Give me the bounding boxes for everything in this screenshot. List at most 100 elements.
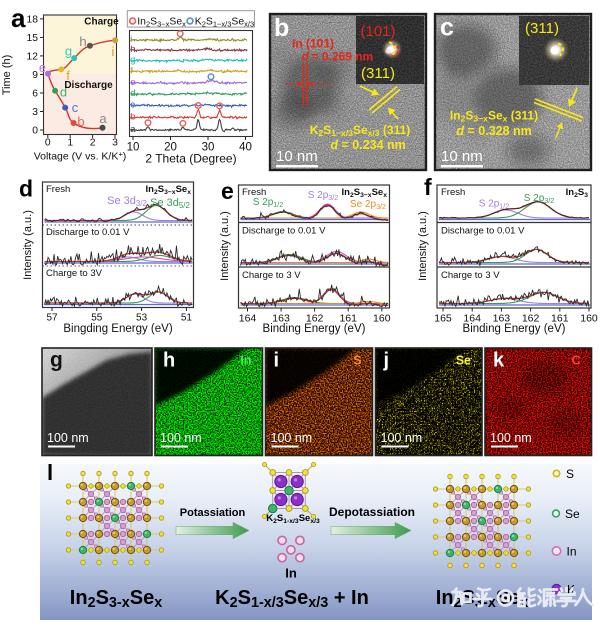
- svg-text:Voltage (V vs. K/K+): Voltage (V vs. K/K+): [34, 150, 127, 163]
- svg-text:Discharge: Discharge: [64, 80, 113, 91]
- svg-text:S: S: [566, 467, 574, 481]
- svg-text:S 2p1/2: S 2p1/2: [253, 197, 284, 209]
- svg-text:100 nm: 100 nm: [160, 431, 202, 445]
- svg-text:6: 6: [32, 89, 38, 100]
- svg-text:g: g: [130, 55, 135, 66]
- svg-text:d: d: [60, 85, 67, 100]
- svg-text:Discharge to 0.01 V: Discharge to 0.01 V: [242, 226, 326, 237]
- svg-text:In2S3−xSex (311): In2S3−xSex (311): [450, 109, 538, 124]
- svg-text:k: k: [493, 350, 505, 372]
- svg-text:15: 15: [27, 33, 39, 44]
- svg-text:e: e: [221, 178, 234, 204]
- svg-text:53: 53: [136, 313, 148, 324]
- svg-text:e: e: [39, 60, 46, 75]
- svg-text:Depotassiation: Depotassiation: [329, 505, 415, 519]
- svg-text:= 0.269 nm: = 0.269 nm: [312, 50, 374, 64]
- svg-text:f: f: [424, 174, 432, 200]
- svg-text:K2S1-x/3Sex/3 + In: K2S1-x/3Sex/3 + In: [215, 587, 369, 611]
- svg-text:= 0.328 nm: = 0.328 nm: [468, 124, 532, 138]
- svg-text:In2S3−xSex: In2S3−xSex: [341, 187, 387, 199]
- svg-text:163: 163: [493, 313, 511, 325]
- svg-text:K2S1−x/3Sex/3 (311): K2S1−x/3Sex/3 (311): [310, 123, 411, 138]
- svg-text:In (101): In (101): [292, 37, 334, 51]
- svg-text:In: In: [567, 545, 577, 559]
- svg-text:Discharge to 0.01 V: Discharge to 0.01 V: [46, 227, 130, 238]
- svg-text:0: 0: [45, 137, 51, 148]
- svg-text:Fresh: Fresh: [242, 187, 266, 198]
- svg-text:Se 3d3/2: Se 3d3/2: [107, 195, 147, 208]
- svg-text:K2S1−x/3Sex/3: K2S1−x/3Sex/3: [195, 16, 254, 28]
- svg-text:In2S3-xSex: In2S3-xSex: [70, 587, 162, 611]
- svg-text:b: b: [77, 114, 84, 129]
- svg-text:164: 164: [463, 313, 481, 325]
- svg-text:i: i: [112, 44, 115, 59]
- svg-text:Fresh: Fresh: [46, 184, 70, 195]
- svg-text:Se: Se: [456, 354, 471, 368]
- svg-text:100 nm: 100 nm: [490, 431, 532, 445]
- svg-text:3: 3: [112, 137, 118, 148]
- svg-text:160: 160: [373, 313, 391, 325]
- svg-text:Intensity (a.u.): Intensity (a.u.): [417, 211, 429, 281]
- svg-text:40: 40: [239, 142, 252, 154]
- svg-text:51: 51: [181, 313, 193, 324]
- svg-text:Charge: Charge: [84, 17, 119, 28]
- svg-text:S: S: [353, 354, 361, 368]
- svg-text:2 Theta (Degree): 2 Theta (Degree): [145, 152, 236, 166]
- svg-text:f: f: [66, 68, 70, 83]
- svg-text:100 nm: 100 nm: [47, 431, 89, 445]
- svg-text:In2S3: In2S3: [566, 187, 589, 199]
- svg-text:10 nm: 10 nm: [276, 148, 318, 165]
- svg-text:h: h: [163, 350, 175, 372]
- svg-text:100 nm: 100 nm: [381, 431, 423, 445]
- svg-text:Binding Energy (eV): Binding Energy (eV): [263, 323, 366, 335]
- svg-text:2: 2: [90, 137, 96, 148]
- svg-text:163: 163: [272, 313, 290, 325]
- svg-text:S 2p3/2: S 2p3/2: [308, 190, 339, 202]
- svg-text:Charge to 3 V: Charge to 3 V: [441, 270, 500, 281]
- svg-text:l: l: [47, 460, 53, 485]
- svg-text:(311): (311): [525, 20, 559, 37]
- svg-text:b: b: [274, 14, 289, 42]
- svg-text:a: a: [130, 124, 136, 135]
- svg-text:In2S3−xSex: In2S3−xSex: [145, 184, 191, 196]
- svg-text:3: 3: [32, 107, 38, 118]
- svg-text:d: d: [456, 124, 464, 138]
- svg-text:j: j: [383, 350, 390, 372]
- svg-text:In: In: [285, 566, 297, 581]
- svg-text:h: h: [130, 44, 135, 55]
- svg-text:Bingding Energy (eV): Bingding Energy (eV): [63, 323, 172, 335]
- svg-text:18: 18: [27, 14, 39, 25]
- svg-text:c: c: [72, 100, 79, 115]
- svg-text:c: c: [130, 100, 135, 111]
- svg-text:Se 3d5/2: Se 3d5/2: [150, 197, 190, 210]
- svg-text:0: 0: [32, 126, 38, 137]
- svg-text:Se: Se: [565, 507, 580, 521]
- svg-text:d: d: [302, 50, 310, 64]
- svg-text:20: 20: [164, 142, 177, 154]
- svg-text:C: C: [571, 354, 580, 368]
- svg-text:Intensity (a.u.): Intensity (a.u.): [219, 211, 231, 281]
- svg-text:1: 1: [67, 137, 73, 148]
- svg-text:a: a: [99, 111, 107, 126]
- svg-text:S 2p3/2: S 2p3/2: [524, 193, 555, 205]
- svg-text:K2S1-x/3Sex/3: K2S1-x/3Sex/3: [266, 513, 320, 525]
- svg-text:Discharge to 0.01 V: Discharge to 0.01 V: [441, 226, 525, 237]
- svg-text:9: 9: [32, 70, 38, 81]
- svg-text:a: a: [11, 3, 26, 33]
- svg-text:161: 161: [339, 313, 357, 325]
- svg-text:165: 165: [434, 313, 452, 325]
- svg-text:In: In: [240, 354, 251, 368]
- svg-text:162: 162: [306, 313, 324, 325]
- svg-text:57: 57: [46, 313, 58, 324]
- svg-text:161: 161: [551, 313, 569, 325]
- svg-text:g: g: [50, 349, 63, 372]
- svg-text:Fresh: Fresh: [441, 187, 465, 198]
- svg-text:160: 160: [580, 313, 598, 325]
- svg-text:d: d: [19, 176, 33, 202]
- svg-text:Charge to 3V: Charge to 3V: [46, 268, 103, 279]
- svg-text:e: e: [130, 77, 135, 88]
- svg-text:Binding Energy (eV): Binding Energy (eV): [463, 323, 566, 335]
- svg-text:(311): (311): [361, 65, 395, 82]
- svg-text:Time (h): Time (h): [1, 55, 13, 96]
- svg-text:100 nm: 100 nm: [271, 431, 313, 445]
